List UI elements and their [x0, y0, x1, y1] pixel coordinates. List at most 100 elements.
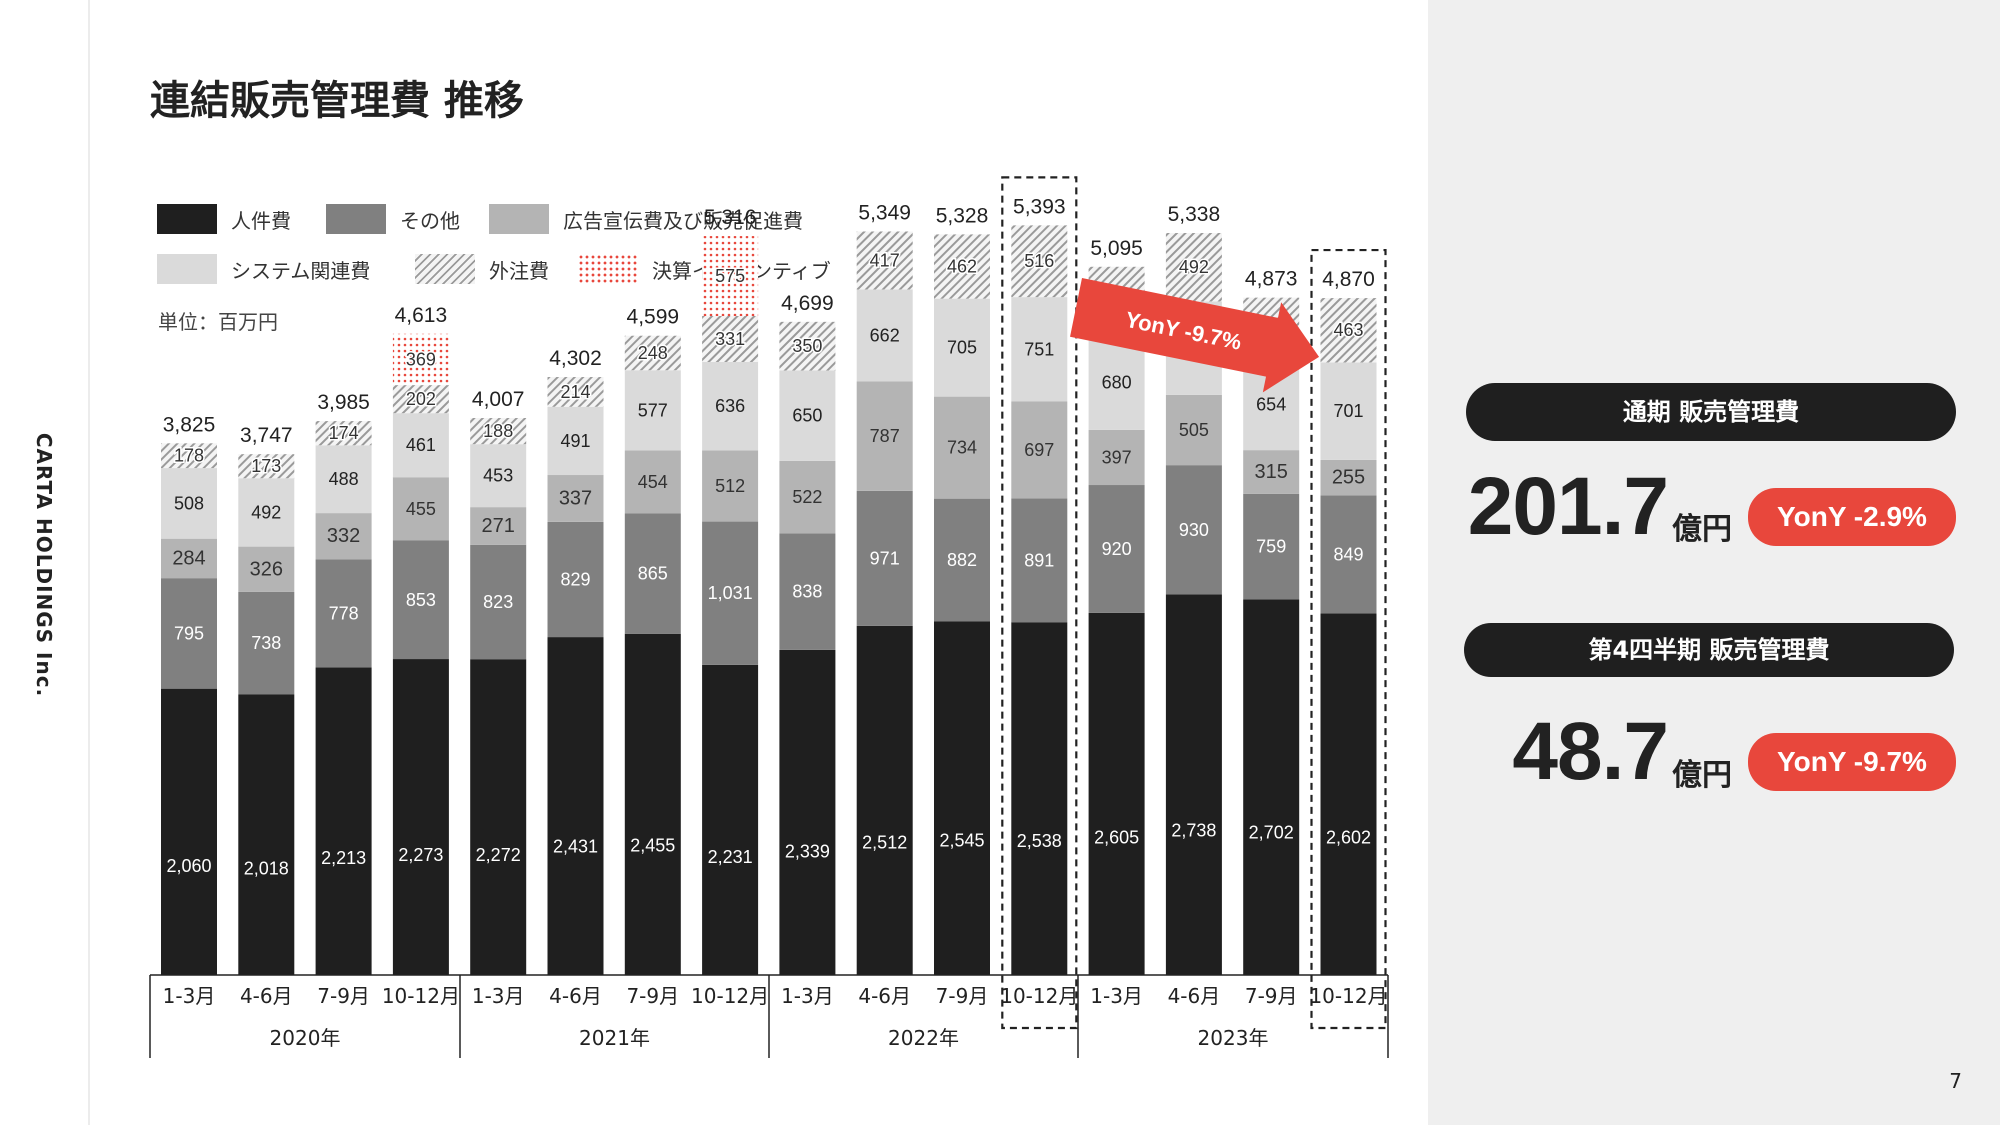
- x-tick-label: 10-12月: [691, 984, 769, 1008]
- bar-value-label: 971: [870, 548, 900, 568]
- bar-value-label: 417: [870, 250, 900, 270]
- bar-segment-advertising: [779, 460, 836, 534]
- bar-value-label: 2,538: [1017, 831, 1062, 851]
- bar-value-label: 350: [792, 336, 822, 356]
- bar-value-label: 654: [1256, 395, 1286, 415]
- bar-total-label: 4,599: [627, 306, 680, 329]
- bar-segment-personnel: [856, 625, 913, 975]
- bar-segment-system: [856, 289, 913, 382]
- bar-segment-outsourcing: [547, 377, 604, 407]
- bar-segment-advertising: [238, 546, 295, 592]
- bar-value-label: 734: [947, 438, 977, 458]
- bar-segment-other: [161, 578, 217, 689]
- bar-segment-outsourcing: [624, 335, 681, 371]
- bar-segment-outsourcing: [315, 421, 372, 446]
- bar-value-label: 454: [638, 472, 668, 492]
- bar-segment-personnel: [934, 621, 990, 975]
- year-label: 2022年: [888, 1026, 959, 1050]
- bar-segment-system: [702, 362, 759, 451]
- bar-value-label: 463: [1333, 320, 1363, 340]
- legend-label-system: システム関連費: [231, 258, 371, 283]
- highlight-box: [1310, 248, 1387, 1030]
- legend-label-personnel: 人件費: [231, 208, 291, 233]
- annual-sga-unit: 億円: [1672, 512, 1732, 547]
- bar-total-label: 5,349: [858, 201, 911, 224]
- bar-value-label: 738: [251, 633, 281, 653]
- bar-segment-advertising: [934, 396, 990, 499]
- x-tick-label: 7-9月: [626, 984, 679, 1008]
- bar-total-label: 4,007: [472, 388, 525, 411]
- bar-segment-personnel: [1243, 599, 1300, 975]
- bar-segment-personnel: [547, 637, 604, 975]
- bar-total-label: 3,985: [317, 391, 370, 414]
- bar-value-label: 920: [1102, 539, 1132, 559]
- bar-segment-advertising: [1320, 459, 1377, 496]
- bar-segment-personnel: [161, 688, 217, 975]
- bar-value-label: 462: [947, 257, 977, 277]
- q4-sga-label: 第4四半期 販売管理費: [1464, 623, 1954, 677]
- sidebar: CARTA HOLDINGS Inc.: [0, 0, 90, 1125]
- x-tick-label: 1-3月: [163, 984, 216, 1008]
- bar-segment-other: [934, 498, 990, 622]
- highlight-box: [1001, 176, 1078, 1030]
- bar-segment-outsourcing: [1165, 233, 1222, 302]
- bar-segment-advertising: [470, 507, 527, 545]
- bar-value-label: 488: [329, 469, 359, 489]
- legend-label-outsourcing: 外注費: [489, 258, 549, 283]
- bar-total-label: 4,873: [1245, 268, 1298, 291]
- bar-value-label: 838: [792, 582, 822, 602]
- bar-segment-other: [1011, 498, 1068, 623]
- bar-segment-advertising: [161, 538, 217, 579]
- bar-value-label: 795: [174, 623, 204, 643]
- bar-segment-other: [238, 591, 295, 695]
- bar-value-label: 516: [1024, 251, 1054, 271]
- legend-item-system: システム関連費: [157, 254, 370, 284]
- bar-value-label: 492: [1179, 257, 1209, 277]
- legend-label-other: その他: [400, 208, 460, 233]
- bar-segment-system: [238, 478, 295, 547]
- bar-value-label: 705: [947, 338, 977, 358]
- bar-total-label: 4,302: [549, 347, 602, 370]
- bar-value-label: 882: [947, 550, 977, 570]
- bar-segment-other: [1320, 495, 1377, 614]
- bar-value-label: 173: [251, 456, 281, 476]
- x-tick-label: 7-9月: [317, 984, 370, 1008]
- bar-value-label: 2,231: [708, 847, 753, 867]
- bar-segment-personnel: [470, 659, 527, 975]
- bar-segment-outsourcing: [779, 321, 836, 371]
- bar-value-label: 332: [327, 525, 360, 547]
- bar-value-label: 491: [560, 431, 590, 451]
- bar-segment-personnel: [315, 667, 372, 975]
- bar-segment-personnel: [702, 664, 759, 975]
- bar-segment-advertising: [315, 513, 372, 560]
- bar-segment-other: [779, 533, 836, 650]
- bar-segment-outsourcing: [238, 454, 295, 479]
- year-label: 2023年: [1198, 1026, 1269, 1050]
- bar-segment-advertising: [702, 450, 759, 522]
- legend-item-other: その他: [326, 204, 460, 234]
- bar-value-label: 759: [1256, 537, 1286, 557]
- page-title: 連結販売管理費 推移: [150, 78, 524, 124]
- bar-segment-system: [1011, 297, 1068, 402]
- bar-value-label: 461: [406, 435, 436, 455]
- x-tick-label: 10-12月: [382, 984, 460, 1008]
- legend-swatch-outsourcing: [415, 254, 475, 284]
- x-tick-label: 1-3月: [781, 984, 834, 1008]
- bar-segment-outsourcing: [392, 385, 449, 414]
- bar-total-label: 4,613: [395, 304, 448, 327]
- bar-value-label: 2,339: [785, 841, 830, 861]
- bar-value-label: 326: [250, 558, 283, 580]
- x-tick-label: 10-12月: [1000, 984, 1078, 1008]
- bar-segment-other: [702, 521, 759, 665]
- bar-total-label: 3,825: [163, 413, 216, 436]
- bar-segment-other: [547, 521, 604, 638]
- bar-segment-other: [1243, 493, 1300, 600]
- bar-segment-personnel: [392, 659, 449, 975]
- bar-value-label: 849: [1333, 544, 1363, 564]
- annual-sga-value: 201.7: [1467, 461, 1669, 552]
- bar-value-label: 865: [638, 564, 668, 584]
- bar-value-label: 331: [715, 329, 745, 349]
- bar-segment-personnel: [1088, 612, 1145, 975]
- bar-segment-system: [1320, 362, 1377, 460]
- x-tick-label: 4-6月: [240, 984, 293, 1008]
